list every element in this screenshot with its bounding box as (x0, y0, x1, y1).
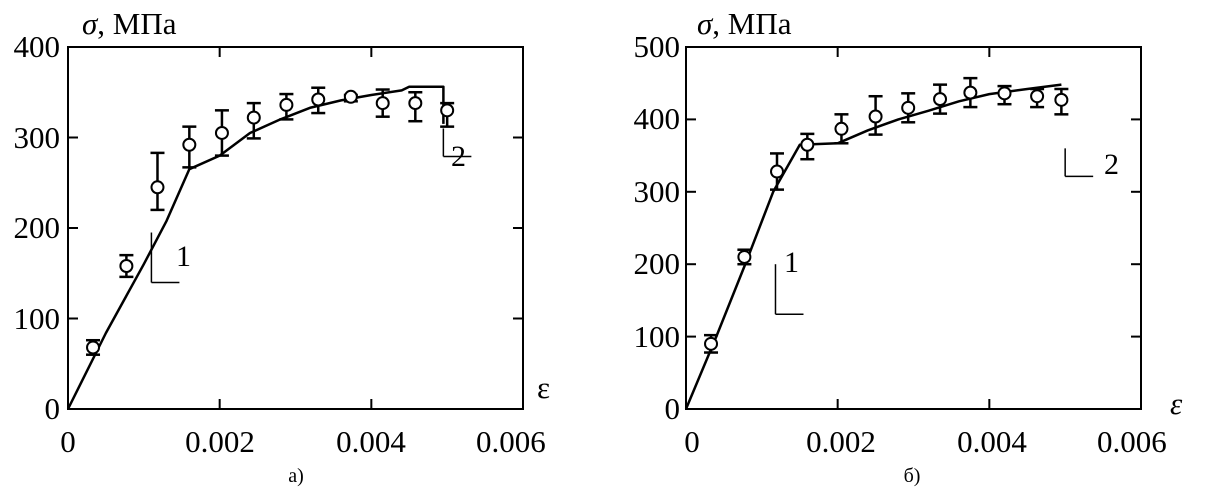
panel-b-x-tick-label-0.004: 0.004 (957, 424, 1027, 459)
data-point (737, 249, 752, 264)
data-point (150, 180, 165, 195)
panel-a-y-tick-label-0: 0 (45, 391, 61, 426)
model-curve-line (684, 83, 1062, 410)
panel-a-ticks (67, 46, 524, 410)
panel-a-x-tick-label-0: 0 (60, 424, 76, 459)
panel-b-y-tick-label-0: 0 (665, 391, 681, 426)
panel-b-model-curve (684, 83, 1062, 410)
panel-a-x-axis-title: ε (537, 370, 550, 405)
panel-a-x-tick-label-0.006: 0.006 (476, 424, 546, 459)
data-point (1054, 92, 1069, 107)
data-point (182, 137, 197, 152)
data-point (440, 103, 455, 118)
model-curve-line (66, 85, 445, 410)
panel-a-model-curve (66, 85, 445, 410)
panel-b-experimental-points (704, 76, 1069, 354)
panel-a-plot-frame (67, 46, 524, 410)
panel-b-x-tick-label-0: 0 (684, 424, 700, 459)
panel-a-y-tick-label-100: 100 (14, 301, 61, 336)
panel-b: 0 100 200 300 400 500 0 0.002 0.004 0.00… (634, 6, 1184, 487)
panel-b-x-tick-label-0.006: 0.006 (1097, 424, 1167, 459)
panel-a-sigma-symbol: σ (82, 6, 99, 41)
panel-b-sigma-symbol: σ (697, 6, 714, 41)
panel-a-y-unit: , МПа (97, 6, 176, 41)
panel-b-y-tick-label-400: 400 (634, 101, 681, 136)
panel-a-callout-1: 1 (176, 240, 191, 273)
panel-a-x-tick-label-0.002: 0.002 (185, 424, 255, 459)
panel-b-y-unit: , МПа (712, 6, 791, 41)
panel-b-y-tick-label-100: 100 (634, 319, 681, 354)
data-point (704, 336, 719, 351)
data-point (343, 89, 358, 104)
panel-b-callout-2: 2 (1104, 148, 1119, 181)
panel-a-y-tick-label-300: 300 (14, 120, 61, 155)
panel-b-caption: б) (904, 465, 921, 487)
panel-a-callout-2: 2 (451, 140, 466, 173)
panel-b-plot-frame (685, 46, 1142, 410)
data-point (963, 85, 978, 100)
data-point (311, 92, 326, 107)
panel-a-callout-leaders (150, 128, 472, 284)
panel-b-y-tick-label-200: 200 (634, 246, 681, 281)
panel-b-ticks (685, 46, 1142, 410)
data-point (997, 86, 1012, 101)
panel-b-y-tick-label-300: 300 (634, 174, 681, 209)
data-point (834, 121, 849, 136)
panel-a-y-tick-label-200: 200 (14, 210, 61, 245)
data-point (901, 100, 916, 115)
panel-b-y-tick-label-500: 500 (634, 29, 681, 64)
panel-a: 0 100 200 300 400 0 0.002 0.004 0.006 σ,… (14, 6, 551, 487)
data-point (933, 92, 948, 107)
data-point (119, 259, 134, 274)
data-point (279, 97, 294, 112)
panel-b-callout-leaders (774, 148, 1094, 315)
panel-b-callout-1: 1 (784, 246, 799, 279)
data-point (86, 340, 101, 355)
panel-a-caption: а) (288, 465, 304, 487)
data-point (868, 109, 883, 124)
data-point (770, 164, 784, 179)
panel-a-y-tick-label-400: 400 (14, 29, 61, 64)
panel-b-y-axis-title: σ, МПа (697, 6, 792, 41)
data-point (246, 110, 261, 125)
data-point (800, 137, 815, 152)
data-point (214, 125, 229, 140)
data-point (408, 96, 423, 111)
data-point (375, 96, 390, 111)
panel-a-experimental-points (86, 86, 455, 356)
panel-a-x-tick-label-0.004: 0.004 (336, 424, 406, 459)
data-point (1030, 89, 1045, 104)
panel-b-x-tick-label-0.002: 0.002 (806, 424, 876, 459)
panel-a-y-axis-title: σ, МПа (82, 6, 177, 41)
panel-b-x-axis-title: ε (1170, 386, 1183, 421)
